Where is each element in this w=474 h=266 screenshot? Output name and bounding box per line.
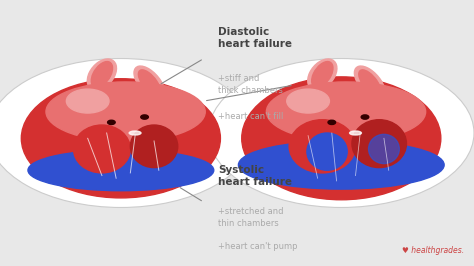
Text: +stiff and
thick chambers: +stiff and thick chambers [218,74,283,95]
Ellipse shape [349,131,361,135]
Ellipse shape [87,59,117,90]
Ellipse shape [150,95,186,118]
Text: ♥ healthgrades.: ♥ healthgrades. [402,246,465,255]
Ellipse shape [21,79,220,198]
Ellipse shape [355,66,385,99]
Circle shape [361,115,369,119]
Text: +heart can't pump: +heart can't pump [218,242,298,251]
Ellipse shape [134,66,164,99]
Ellipse shape [352,120,406,168]
Ellipse shape [242,77,441,200]
Ellipse shape [73,125,130,173]
Ellipse shape [368,134,399,164]
Ellipse shape [66,89,109,113]
Ellipse shape [46,82,205,142]
Text: Systolic
heart failure: Systolic heart failure [218,165,292,187]
Ellipse shape [30,97,202,179]
Circle shape [0,59,254,207]
Ellipse shape [359,70,381,95]
Ellipse shape [250,97,423,179]
Ellipse shape [266,82,426,142]
Ellipse shape [289,120,356,173]
Ellipse shape [91,61,112,88]
Ellipse shape [28,150,214,191]
Ellipse shape [287,89,329,113]
Circle shape [328,120,336,124]
Ellipse shape [371,95,406,118]
Circle shape [209,59,474,207]
Ellipse shape [307,133,347,170]
Ellipse shape [138,70,160,95]
Ellipse shape [308,59,337,90]
Ellipse shape [130,125,178,168]
Circle shape [108,120,115,124]
Ellipse shape [238,141,444,189]
Text: +heart can't fill: +heart can't fill [218,112,283,121]
Text: Diastolic
heart failure: Diastolic heart failure [218,27,292,49]
Ellipse shape [129,131,141,135]
Ellipse shape [312,61,333,88]
Circle shape [141,115,148,119]
Text: +stretched and
thin chambers: +stretched and thin chambers [218,207,283,228]
